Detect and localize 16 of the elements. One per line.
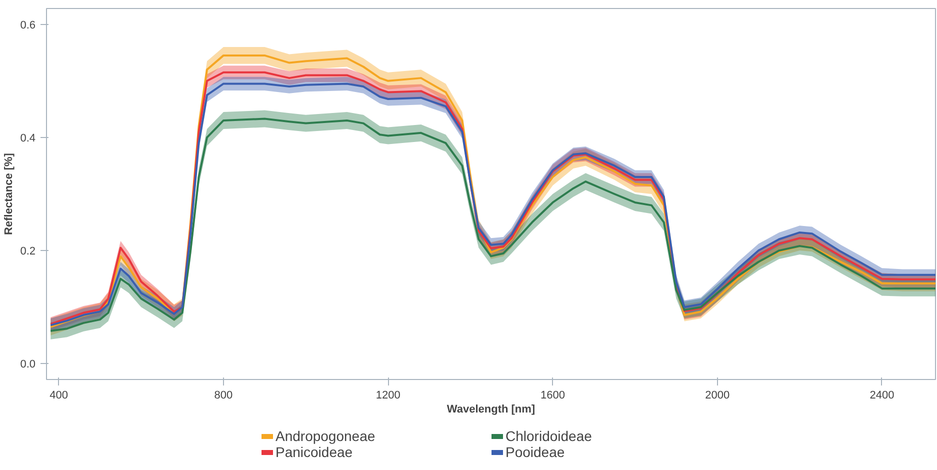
y-tick-label: 0.2 (20, 246, 36, 258)
x-tick-label: 2000 (705, 390, 730, 402)
x-tick-label: 800 (214, 390, 233, 402)
x-tick-label: 400 (50, 390, 68, 402)
y-tick-label: 0.4 (20, 132, 36, 144)
legend-label: Panicoideae (276, 444, 354, 460)
x-tick-label: 1600 (540, 390, 565, 402)
legend-label: Andropogoneae (276, 428, 376, 444)
legend-label: Chloridoideae (506, 428, 593, 444)
x-tick-label: 2400 (870, 390, 894, 402)
x-tick-label: 1200 (376, 390, 400, 402)
x-axis-title: Wavelength [nm] (446, 404, 536, 416)
legend-label: Pooideae (506, 444, 566, 460)
y-axis-title: Reflectance [%] (3, 152, 16, 235)
y-tick-label: 0.0 (20, 358, 36, 371)
y-tick-label: 0.6 (20, 19, 36, 32)
